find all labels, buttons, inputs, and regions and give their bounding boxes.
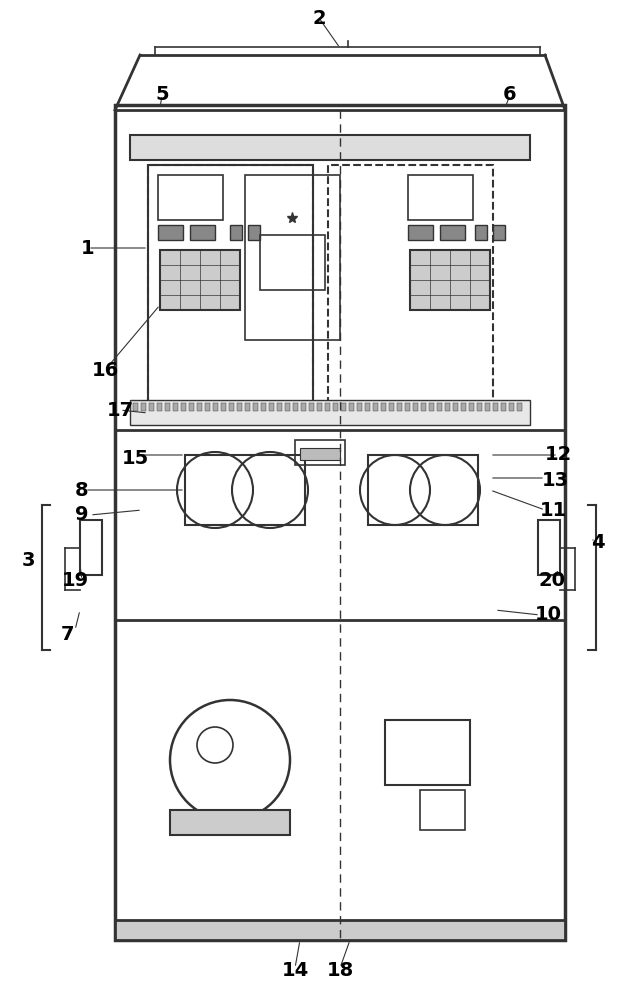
Bar	[475, 225, 487, 240]
Bar	[493, 403, 498, 411]
Bar	[317, 403, 322, 411]
Bar	[80, 520, 102, 575]
Text: 10: 10	[535, 605, 561, 624]
Bar	[248, 225, 260, 240]
Bar	[453, 403, 458, 411]
Bar	[165, 403, 170, 411]
Bar	[115, 920, 565, 940]
Bar	[408, 225, 433, 240]
Bar	[205, 403, 210, 411]
Bar	[130, 400, 530, 425]
Bar	[160, 250, 240, 310]
Bar	[408, 175, 473, 220]
Bar	[325, 403, 330, 411]
Bar	[213, 403, 218, 411]
Bar	[115, 105, 565, 940]
Bar	[485, 403, 490, 411]
Bar	[295, 440, 345, 465]
Bar	[309, 403, 314, 411]
Text: 8: 8	[75, 481, 89, 499]
Bar	[501, 403, 506, 411]
Text: 2: 2	[312, 8, 326, 27]
Text: 17: 17	[107, 400, 133, 420]
Bar	[148, 165, 313, 420]
Bar	[421, 403, 426, 411]
Text: 19: 19	[61, 570, 89, 589]
Text: 9: 9	[75, 506, 89, 524]
Text: 12: 12	[544, 446, 572, 464]
Bar	[349, 403, 354, 411]
Bar	[373, 403, 378, 411]
Bar	[190, 225, 215, 240]
Bar	[277, 403, 282, 411]
Bar	[245, 175, 340, 340]
Bar	[301, 403, 306, 411]
Bar	[368, 455, 478, 525]
Bar	[410, 250, 490, 310]
Bar	[413, 403, 418, 411]
Bar	[269, 403, 274, 411]
Bar	[229, 403, 234, 411]
Bar	[293, 403, 298, 411]
Bar	[260, 235, 325, 290]
Text: 18: 18	[327, 960, 353, 980]
Bar	[300, 448, 340, 460]
Bar	[509, 403, 514, 411]
Bar	[237, 403, 242, 411]
Bar	[440, 225, 465, 240]
Bar	[445, 403, 450, 411]
Bar	[365, 403, 370, 411]
Text: 14: 14	[281, 960, 309, 980]
Text: 16: 16	[91, 360, 119, 379]
Bar	[389, 403, 394, 411]
Bar	[157, 403, 162, 411]
Text: 6: 6	[503, 86, 517, 104]
Bar	[173, 403, 178, 411]
Text: 11: 11	[539, 500, 567, 520]
Bar	[437, 403, 442, 411]
Bar	[245, 403, 250, 411]
Text: 3: 3	[21, 550, 34, 570]
Bar	[328, 165, 493, 420]
Text: 7: 7	[61, 626, 75, 645]
Bar	[230, 225, 242, 240]
Bar	[285, 403, 290, 411]
Bar	[429, 403, 434, 411]
Bar	[158, 175, 223, 220]
Bar	[158, 225, 183, 240]
Text: 20: 20	[538, 570, 565, 589]
Bar	[261, 403, 266, 411]
Bar	[341, 403, 346, 411]
Bar	[133, 403, 138, 411]
Bar	[477, 403, 482, 411]
Bar	[185, 455, 305, 525]
Bar	[189, 403, 194, 411]
Bar	[221, 403, 226, 411]
Bar	[141, 403, 146, 411]
Bar	[149, 403, 154, 411]
Bar	[538, 520, 560, 575]
Bar	[420, 790, 465, 830]
Bar	[357, 403, 362, 411]
Bar	[397, 403, 402, 411]
Bar	[381, 403, 386, 411]
Bar	[170, 810, 290, 835]
Text: 15: 15	[121, 448, 149, 468]
Bar	[333, 403, 338, 411]
Text: 4: 4	[591, 534, 605, 552]
Bar	[461, 403, 466, 411]
Text: 13: 13	[542, 471, 568, 489]
Bar	[517, 403, 522, 411]
Bar	[493, 225, 505, 240]
Bar	[130, 135, 530, 160]
Text: 1: 1	[81, 238, 95, 257]
Bar	[181, 403, 186, 411]
Text: 5: 5	[155, 86, 169, 104]
Bar	[385, 720, 470, 785]
Bar	[469, 403, 474, 411]
Bar	[148, 165, 313, 420]
Bar	[405, 403, 410, 411]
Bar	[253, 403, 258, 411]
Bar	[197, 403, 202, 411]
